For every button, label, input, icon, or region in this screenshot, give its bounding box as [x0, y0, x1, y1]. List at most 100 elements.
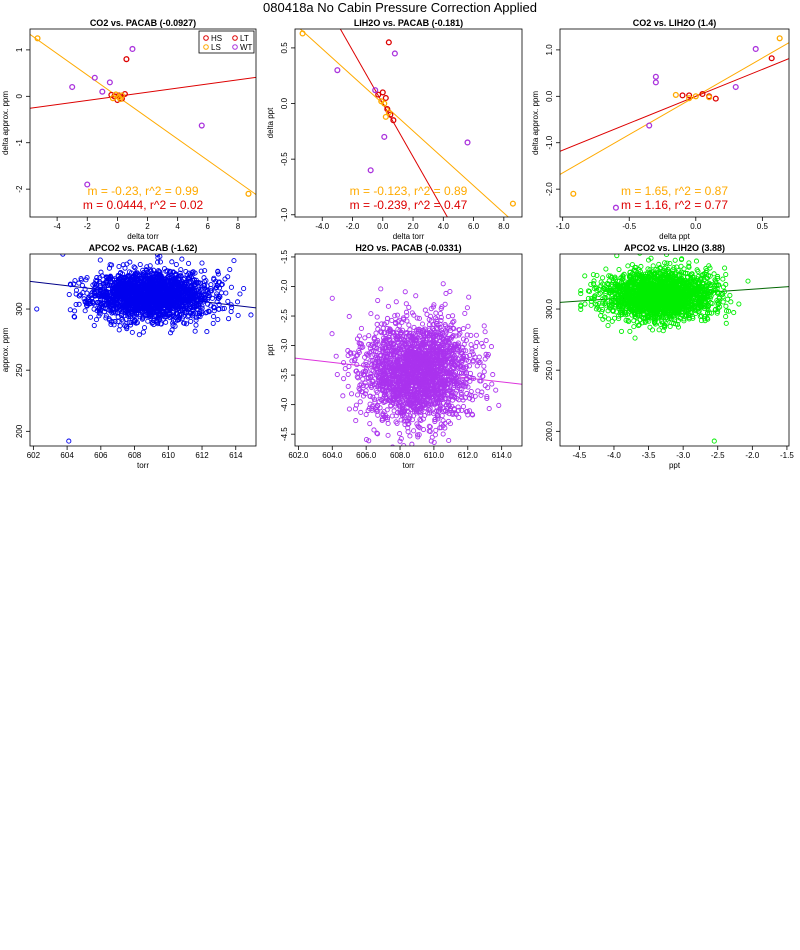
data-point — [173, 261, 179, 268]
data-point — [374, 430, 380, 436]
data-point — [151, 294, 157, 300]
data-point — [419, 378, 425, 384]
data-point — [419, 321, 426, 327]
data-point — [133, 296, 139, 302]
data-point — [186, 260, 192, 266]
legend-marker — [232, 35, 238, 41]
data-point — [83, 277, 89, 283]
data-point — [382, 375, 388, 381]
data-point — [111, 322, 117, 328]
data-point — [410, 364, 416, 370]
data-point — [398, 357, 404, 363]
data-point — [424, 368, 431, 374]
data-point — [431, 340, 437, 346]
data-point — [152, 284, 159, 290]
y-tick-label: -1 — [15, 139, 24, 147]
data-point — [358, 341, 364, 347]
data-point — [379, 89, 386, 96]
data-point — [226, 316, 232, 322]
data-point — [389, 413, 395, 419]
data-point — [404, 389, 410, 395]
data-point — [96, 306, 102, 312]
data-point — [405, 394, 411, 400]
data-point — [340, 393, 346, 399]
data-point — [776, 35, 783, 42]
fit-line-1 — [30, 33, 256, 195]
data-point — [435, 374, 441, 380]
plot-box — [559, 28, 790, 218]
data-point — [384, 319, 390, 325]
data-point — [162, 311, 169, 318]
data-point — [367, 421, 373, 427]
data-point — [414, 315, 420, 321]
data-point — [167, 278, 173, 284]
x-tick-label: 0.0 — [690, 222, 702, 231]
data-point — [407, 402, 413, 408]
data-point — [191, 283, 197, 289]
data-point — [213, 284, 219, 291]
data-point — [490, 372, 496, 378]
data-point — [186, 313, 192, 319]
x-tick-label: 604.0 — [322, 451, 343, 460]
data-point — [397, 431, 403, 437]
data-point — [358, 325, 364, 332]
data-point — [370, 378, 376, 384]
x-tick-label: 612 — [195, 451, 209, 460]
data-point — [142, 313, 148, 319]
data-point — [405, 421, 411, 427]
fit-line-1 — [299, 29, 510, 217]
data-point — [483, 351, 489, 357]
data-point — [420, 361, 426, 367]
data-point — [383, 398, 389, 405]
data-point — [215, 269, 221, 275]
data-point — [456, 332, 462, 338]
data-point — [107, 262, 113, 268]
data-point — [489, 381, 495, 387]
data-point — [431, 302, 437, 308]
data-point — [235, 312, 241, 318]
data-point — [354, 362, 360, 368]
data-point — [652, 79, 659, 86]
data-point — [370, 368, 376, 374]
data-point — [345, 348, 351, 354]
data-point — [407, 327, 413, 333]
data-point — [136, 332, 142, 338]
data-point — [479, 340, 485, 346]
data-point — [426, 316, 432, 323]
data-point — [66, 292, 72, 298]
data-point — [368, 311, 374, 317]
plot-box — [29, 253, 257, 447]
data-point — [440, 353, 446, 359]
data-point — [67, 281, 73, 287]
data-point — [437, 330, 443, 336]
data-point — [201, 275, 207, 281]
data-point — [367, 167, 374, 174]
data-point — [34, 35, 41, 42]
y-axis-label: ppt — [266, 344, 275, 356]
data-point — [450, 319, 456, 325]
data-point — [469, 397, 476, 403]
x-tick-label: 0.0 — [377, 222, 389, 231]
data-point — [409, 441, 415, 446]
data-point — [570, 190, 577, 197]
data-point — [103, 313, 109, 319]
data-point — [367, 393, 373, 399]
data-point — [459, 377, 465, 383]
data-point — [170, 309, 176, 315]
y-axis-label: delta approx. ppm — [531, 91, 540, 155]
data-point — [147, 263, 153, 269]
data-point — [382, 338, 388, 344]
data-point — [113, 297, 119, 303]
data-point — [101, 284, 108, 290]
data-point — [461, 347, 467, 353]
data-point — [389, 317, 395, 323]
data-point — [417, 383, 424, 389]
y-tick-label: 0.5 — [280, 42, 289, 54]
data-point — [198, 268, 204, 274]
data-point — [144, 264, 150, 270]
plot-area — [560, 254, 789, 444]
data-point — [109, 95, 116, 102]
data-point — [618, 328, 625, 334]
data-point — [712, 95, 719, 102]
data-point — [646, 122, 653, 129]
